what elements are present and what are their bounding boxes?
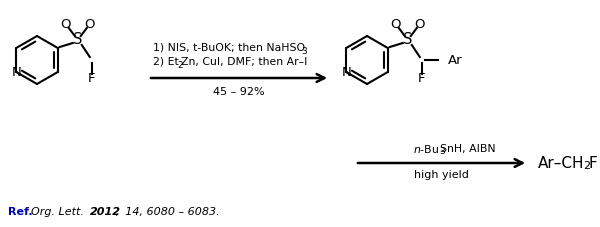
Text: $n$-Bu: $n$-Bu <box>413 143 439 155</box>
Text: 2: 2 <box>177 61 182 69</box>
Text: 45 – 92%: 45 – 92% <box>213 87 265 97</box>
Text: SnH, AIBN: SnH, AIBN <box>440 144 496 154</box>
Text: S: S <box>73 32 82 47</box>
Text: Ref.: Ref. <box>8 207 32 217</box>
Text: Ar: Ar <box>448 54 463 67</box>
Text: 1) NIS, t-BuOK; then NaHSO: 1) NIS, t-BuOK; then NaHSO <box>153 43 305 53</box>
Text: F: F <box>418 72 425 84</box>
Text: O: O <box>391 17 401 30</box>
Text: F: F <box>88 72 95 84</box>
Text: O: O <box>415 17 425 30</box>
Text: high yield: high yield <box>414 170 469 180</box>
Text: ,  14, 6080 – 6083.: , 14, 6080 – 6083. <box>116 207 220 217</box>
Text: 3: 3 <box>439 148 445 156</box>
Text: N: N <box>11 67 21 79</box>
Text: Org. Lett.: Org. Lett. <box>31 207 84 217</box>
Text: 3: 3 <box>301 47 307 55</box>
Text: N: N <box>341 67 351 79</box>
Text: 2) Et: 2) Et <box>153 57 179 67</box>
Text: S: S <box>403 32 412 47</box>
Text: 2012: 2012 <box>90 207 121 217</box>
Text: F: F <box>588 155 597 170</box>
Text: O: O <box>85 17 95 30</box>
Text: 2: 2 <box>583 161 590 171</box>
Text: Zn, CuI, DMF; then Ar–I: Zn, CuI, DMF; then Ar–I <box>181 57 307 67</box>
Text: O: O <box>61 17 71 30</box>
Text: Ar–CH: Ar–CH <box>538 155 584 170</box>
